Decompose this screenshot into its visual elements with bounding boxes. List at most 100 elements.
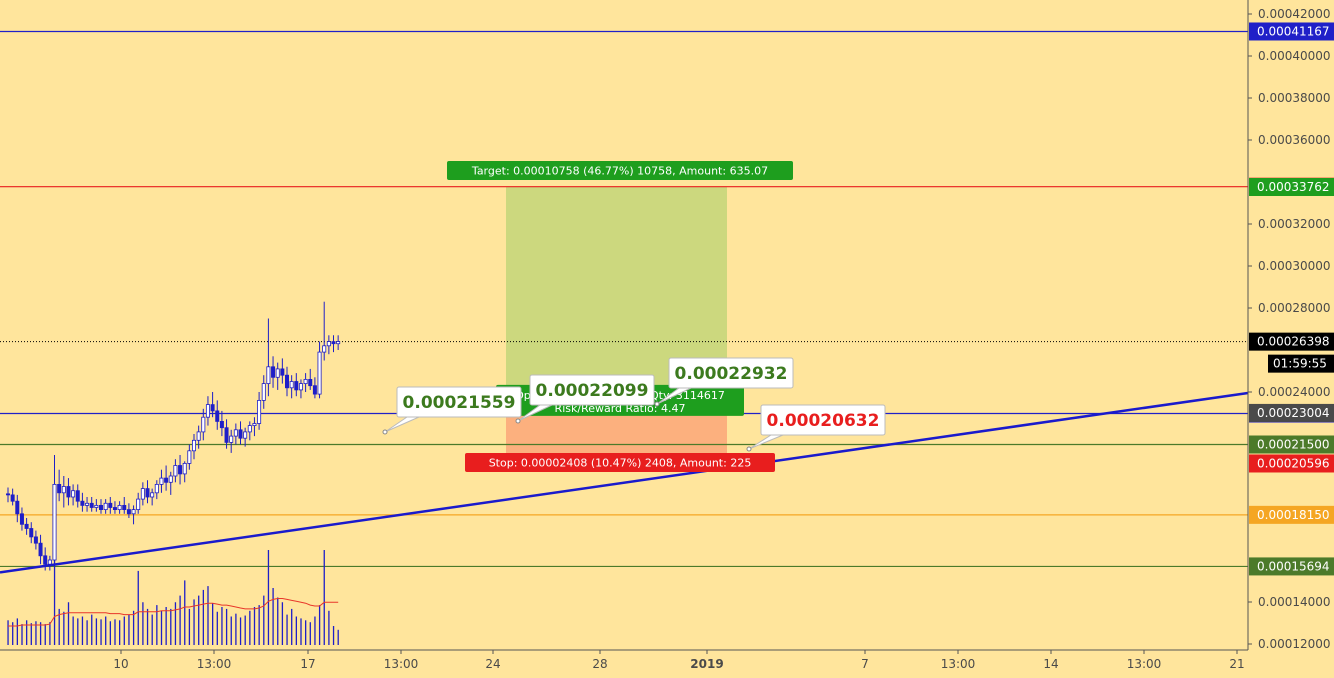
- candle: [336, 335, 341, 350]
- x-tick-label: 24: [485, 657, 500, 671]
- y-tick-label: 0.00014000: [1258, 595, 1331, 609]
- candle: [159, 469, 164, 493]
- volume-bar: [146, 608, 149, 645]
- candle: [191, 434, 196, 460]
- y-tick-label: 0.00024000: [1258, 385, 1331, 399]
- candle: [108, 497, 113, 514]
- line-21500-tag: 0.00021500: [1249, 435, 1334, 454]
- volume-bar: [291, 608, 293, 645]
- candle: [38, 534, 43, 565]
- volume-bar: [198, 595, 200, 645]
- candle: [275, 362, 280, 390]
- candle: [271, 356, 276, 388]
- volume-bar: [49, 622, 51, 645]
- volume-bar: [314, 616, 316, 645]
- volume-bar: [142, 602, 144, 645]
- candle: [233, 423, 238, 445]
- candle: [99, 499, 104, 514]
- callout-21559[interactable]: 0.00021559: [382, 386, 522, 435]
- volume-bar: [207, 586, 209, 645]
- candle: [6, 487, 11, 503]
- volume-bar: [337, 629, 339, 645]
- volume-bar: [128, 614, 130, 645]
- svg-text:0.00026398: 0.00026398: [1257, 335, 1330, 349]
- volume-bar: [151, 614, 153, 645]
- candle: [85, 497, 90, 512]
- x-tick-label: 13:00: [197, 657, 232, 671]
- volume-bar: [300, 618, 302, 645]
- candle: [126, 503, 131, 518]
- callout-22932[interactable]: 0.00022932: [654, 357, 794, 407]
- svg-text:0.00015694: 0.00015694: [1257, 559, 1330, 573]
- volume-bar: [328, 610, 330, 645]
- volume-bar: [35, 621, 37, 645]
- x-tick-label: 14: [1043, 657, 1058, 671]
- volume-bar: [253, 607, 256, 645]
- volume-bar: [53, 550, 56, 645]
- x-tick-label: 13:00: [384, 657, 419, 671]
- candle: [164, 465, 169, 491]
- volume-bar: [63, 611, 65, 645]
- volume-bar: [44, 624, 46, 645]
- x-tick-label: 13:00: [941, 657, 976, 671]
- countdown-tag: 01:59:55: [1268, 354, 1334, 373]
- volume-bar: [295, 616, 297, 645]
- volume-bar: [16, 618, 18, 645]
- volume-bar: [272, 588, 274, 645]
- candle: [112, 501, 117, 514]
- candle: [326, 335, 331, 355]
- target-label: Target: 0.00010758 (46.77%) 10758, Amoun…: [447, 161, 793, 180]
- candle: [182, 461, 187, 483]
- x-tick-label: 10: [113, 657, 128, 671]
- volume-bar: [72, 616, 74, 645]
- candle: [80, 492, 85, 512]
- svg-text:01:59:55: 01:59:55: [1273, 357, 1327, 371]
- volume-bar: [332, 626, 335, 645]
- x-tick-label: 2019: [690, 657, 723, 671]
- volume-bar: [12, 622, 14, 645]
- volume-bar: [160, 610, 163, 645]
- candle: [61, 476, 66, 508]
- volume-bar: [105, 616, 107, 645]
- volume-bar: [179, 595, 181, 645]
- candle: [280, 358, 285, 384]
- x-tick-label: 28: [592, 657, 607, 671]
- x-tick-label: 21: [1229, 657, 1244, 671]
- svg-text:0.00033762: 0.00033762: [1257, 180, 1330, 194]
- svg-text:0.00018150: 0.00018150: [1257, 508, 1330, 522]
- y-tick-label: 0.00038000: [1258, 91, 1331, 105]
- svg-text:0.00021500: 0.00021500: [1257, 438, 1330, 452]
- volume-bar: [67, 602, 70, 645]
- candle: [10, 488, 15, 506]
- candle: [201, 408, 206, 441]
- volume-bar: [263, 595, 265, 645]
- candle: [312, 377, 317, 399]
- candle: [89, 497, 94, 512]
- candle: [257, 392, 262, 430]
- candle: [219, 410, 224, 437]
- tag-20596: 0.00020596: [1249, 454, 1334, 473]
- candle: [122, 497, 127, 514]
- volume-bar: [26, 620, 28, 645]
- svg-text:0.00020632: 0.00020632: [767, 411, 880, 431]
- candle: [215, 400, 220, 430]
- volume-bar: [132, 610, 135, 645]
- svg-text:0.00041167: 0.00041167: [1257, 24, 1330, 38]
- callout-22099[interactable]: 0.00022099: [515, 374, 655, 424]
- candle: [243, 427, 248, 447]
- callout-20632[interactable]: 0.00020632: [746, 404, 886, 452]
- volume-bar: [7, 620, 9, 645]
- volume-bar: [230, 616, 232, 645]
- candle: [19, 507, 24, 531]
- volume-bar: [86, 620, 88, 645]
- candle: [75, 484, 80, 508]
- candle: [150, 488, 155, 506]
- line-15694-tag: 0.00015694: [1249, 557, 1334, 576]
- trendline[interactable]: [0, 391, 1249, 574]
- volume-bar: [305, 620, 307, 645]
- tag-33762: 0.00033762: [1249, 177, 1334, 196]
- candle: [196, 425, 201, 449]
- candle: [284, 366, 289, 397]
